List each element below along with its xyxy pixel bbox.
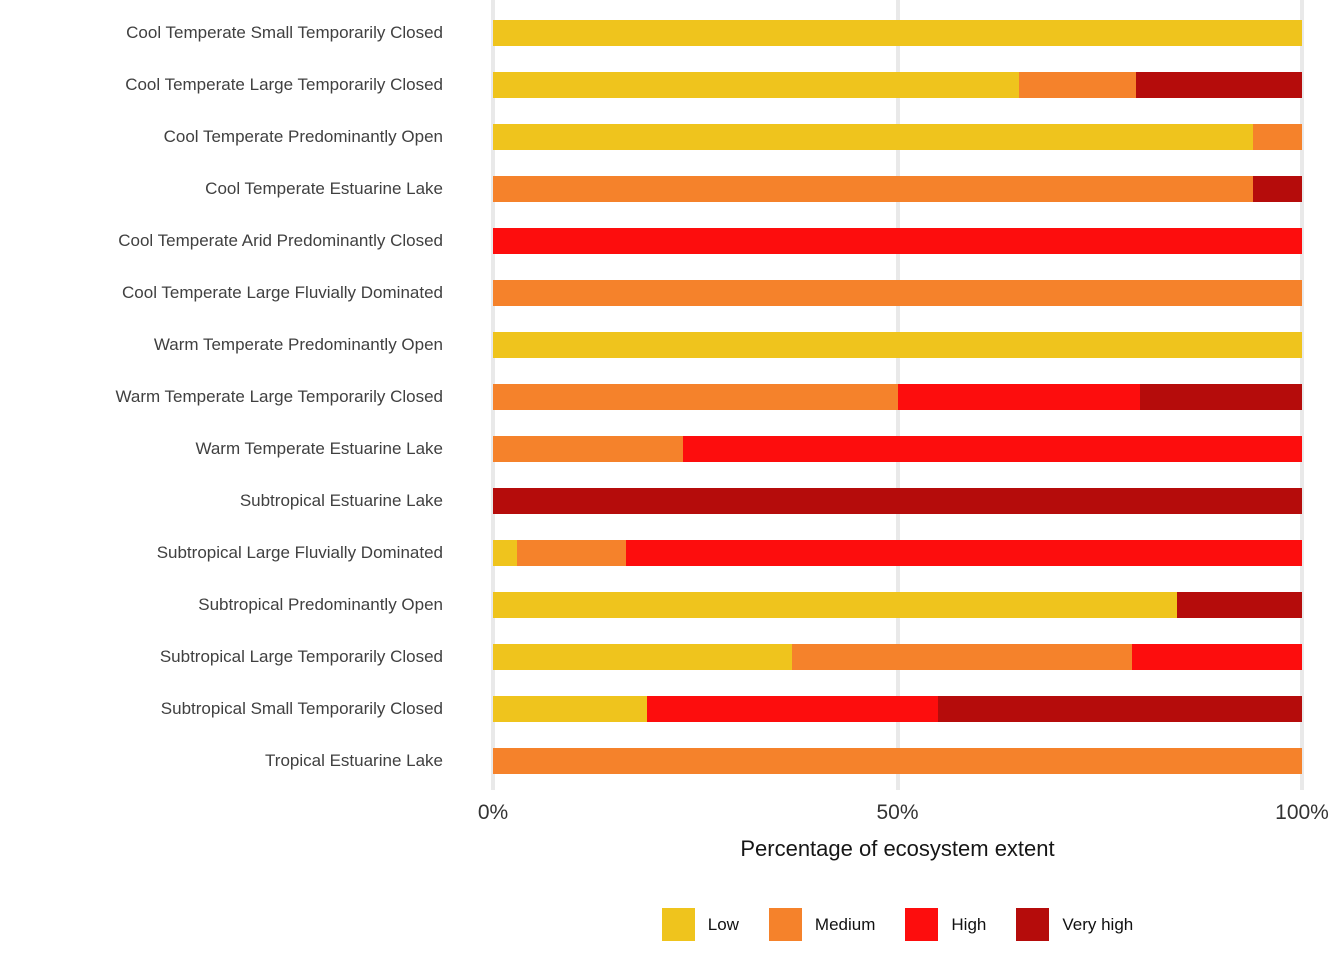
legend: Low Medium High Very high	[493, 908, 1302, 941]
category-label: Cool Temperate Predominantly Open	[163, 127, 443, 146]
bar-segment-medium	[493, 748, 1302, 774]
category-label: Tropical Estuarine Lake	[265, 751, 443, 770]
bar-segment-low	[493, 332, 1302, 358]
category-label: Warm Temperate Large Temporarily Closed	[115, 387, 443, 406]
bar-segment-high	[493, 228, 1302, 254]
category-label: Subtropical Estuarine Lake	[239, 491, 443, 510]
bar-segment-low	[493, 20, 1302, 46]
x-tick-label: 50%	[876, 801, 919, 824]
category-label: Cool Temperate Large Fluvially Dominated	[122, 283, 443, 302]
legend-swatch-icon	[905, 908, 939, 941]
bar-segment-low	[493, 540, 518, 566]
chart-row: Warm Temperate Large Temporarily Closed	[0, 371, 1344, 423]
category-label: Cool Temperate Large Temporarily Closed	[125, 75, 443, 94]
bar-segment-very-high	[937, 696, 1302, 722]
x-tick-label: 100%	[1275, 801, 1329, 824]
bar-segment-low	[493, 644, 793, 670]
category-label: Subtropical Large Fluvially Dominated	[156, 543, 443, 562]
legend-item-high: High	[905, 908, 986, 941]
category-label: Subtropical Large Temporarily Closed	[159, 647, 443, 666]
bar-track	[493, 592, 1302, 618]
legend-item-very-high: Very high	[1016, 908, 1133, 941]
legend-item-low: Low	[661, 908, 739, 941]
bar-segment-very-high	[1253, 176, 1302, 202]
x-tick-label: 0%	[477, 801, 509, 824]
bar-track	[493, 280, 1302, 306]
bar-track	[493, 436, 1302, 462]
chart-row: Subtropical Predominantly Open	[0, 579, 1344, 631]
bar-segment-medium	[493, 384, 898, 410]
bar-segment-high	[646, 696, 938, 722]
bar-segment-medium	[792, 644, 1133, 670]
chart-row: Warm Temperate Estuarine Lake	[0, 423, 1344, 475]
legend-swatch-icon	[768, 908, 802, 941]
bar-segment-high	[683, 436, 1302, 462]
bar-segment-medium	[1253, 124, 1302, 150]
bar-track	[493, 748, 1302, 774]
bar-segment-very-high	[493, 488, 1302, 514]
bar-segment-very-high	[1140, 384, 1302, 410]
bar-segment-medium	[1018, 72, 1137, 98]
chart-row: Subtropical Large Fluvially Dominated	[0, 527, 1344, 579]
legend-label: Low	[707, 914, 739, 934]
x-axis-ticks: 0% 50% 100%	[0, 801, 1344, 827]
bar-segment-medium	[493, 176, 1254, 202]
bar-segment-very-high	[1176, 592, 1302, 618]
bar-track	[493, 332, 1302, 358]
bar-segment-low	[493, 72, 1019, 98]
bar-track	[493, 124, 1302, 150]
legend-label: Medium	[814, 914, 876, 934]
category-label: Cool Temperate Small Temporarily Closed	[126, 23, 443, 42]
chart-row: Tropical Estuarine Lake	[0, 735, 1344, 787]
gridline-100	[1300, 0, 1304, 790]
bar-segment-high	[897, 384, 1141, 410]
legend-swatch-icon	[1016, 908, 1050, 941]
chart-row: Cool Temperate Large Fluvially Dominated	[0, 267, 1344, 319]
chart-row: Cool Temperate Estuarine Lake	[0, 163, 1344, 215]
bar-segment-medium	[517, 540, 627, 566]
bar-segment-high	[1132, 644, 1302, 670]
bar-segment-low	[493, 696, 647, 722]
legend-label: Very high	[1062, 914, 1134, 934]
x-axis-title: Percentage of ecosystem extent	[740, 836, 1055, 861]
bar-track	[493, 384, 1302, 410]
bar-segment-low	[493, 592, 1177, 618]
chart-row: Subtropical Estuarine Lake	[0, 475, 1344, 527]
legend-label: High	[951, 914, 987, 934]
bar-track	[493, 644, 1302, 670]
bar-track	[493, 540, 1302, 566]
category-label: Subtropical Small Temporarily Closed	[160, 699, 443, 718]
category-label: Subtropical Predominantly Open	[198, 595, 443, 614]
bar-track	[493, 72, 1302, 98]
chart-row: Subtropical Large Temporarily Closed	[0, 631, 1344, 683]
category-label: Cool Temperate Arid Predominantly Closed	[118, 231, 443, 250]
bar-segment-very-high	[1136, 72, 1302, 98]
legend-swatch-icon	[661, 908, 695, 941]
legend-item-medium: Medium	[768, 908, 876, 941]
bar-track	[493, 20, 1302, 46]
category-label: Cool Temperate Estuarine Lake	[205, 179, 443, 198]
bar-track	[493, 176, 1302, 202]
category-label: Warm Temperate Estuarine Lake	[195, 439, 443, 458]
chart-row: Cool Temperate Small Temporarily Closed	[0, 7, 1344, 59]
chart-row: Cool Temperate Predominantly Open	[0, 111, 1344, 163]
bar-segment-low	[493, 124, 1254, 150]
bar-segment-medium	[493, 280, 1302, 306]
chart-row: Warm Temperate Predominantly Open	[0, 319, 1344, 371]
chart-row: Cool Temperate Large Temporarily Closed	[0, 59, 1344, 111]
bar-segment-high	[626, 540, 1302, 566]
rows: Cool Temperate Small Temporarily Closed C…	[0, 7, 1344, 787]
bar-segment-medium	[493, 436, 684, 462]
chart-row: Subtropical Small Temporarily Closed	[0, 683, 1344, 735]
chart-row: Cool Temperate Arid Predominantly Closed	[0, 215, 1344, 267]
bar-track	[493, 228, 1302, 254]
bar-track	[493, 488, 1302, 514]
category-label: Warm Temperate Predominantly Open	[153, 335, 443, 354]
bar-track	[493, 696, 1302, 722]
